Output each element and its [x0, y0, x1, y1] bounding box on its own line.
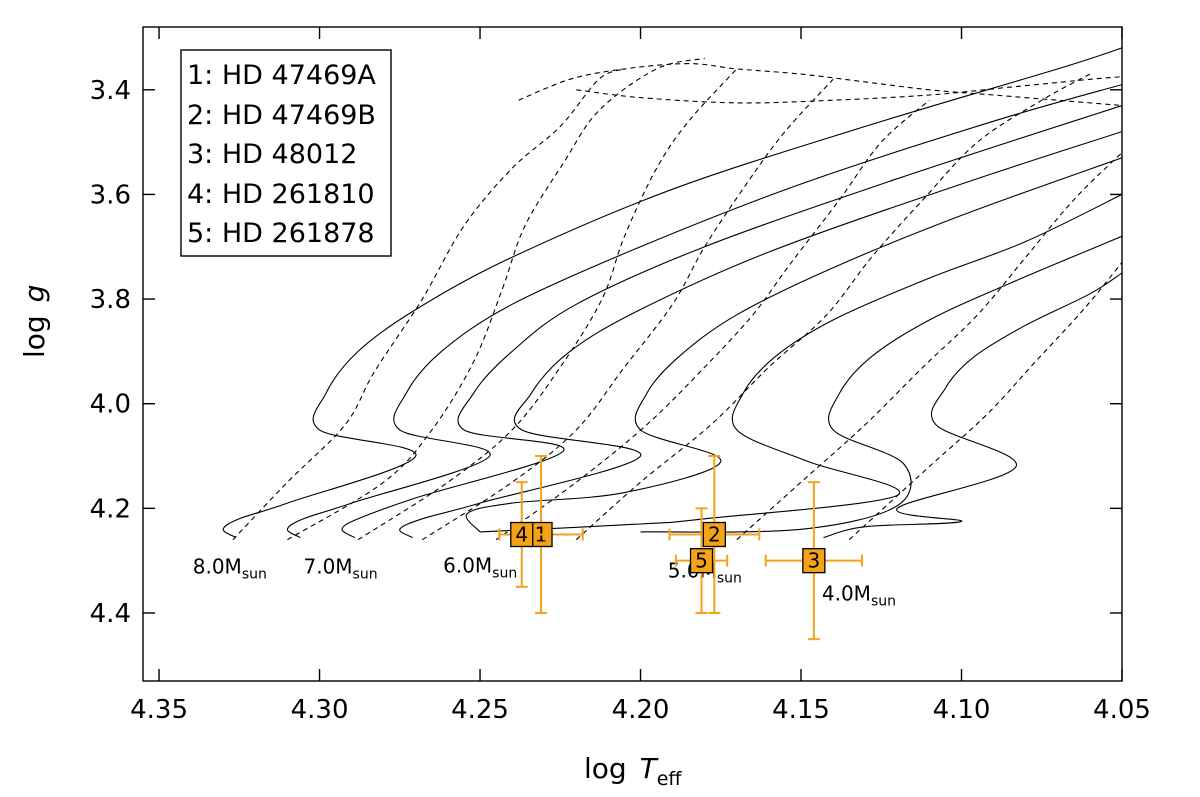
x-tick-label: 4.05 [1093, 695, 1151, 725]
track-4.25msun [640, 235, 1122, 533]
isochrone-group [232, 57, 1122, 541]
star-2: 2 [668, 455, 761, 614]
x-axis-label-italic: T [640, 752, 659, 785]
star-label: 5 [695, 549, 708, 573]
star-marker [689, 548, 714, 574]
legend-item-2: 2: HD 47469B [187, 100, 376, 131]
isochrone-4 [422, 78, 834, 541]
star-3: 3 [764, 481, 864, 641]
track-4.0msun [823, 272, 1122, 539]
x-axis-label-sub: eff [657, 768, 683, 790]
isochrone-3 [357, 68, 738, 541]
plot-frame [142, 26, 1123, 682]
y-tick-label: 3.4 [90, 76, 131, 106]
star-label: 3 [807, 549, 820, 573]
x-tick-label: 4.10 [933, 695, 991, 725]
y-tick-label: 4.0 [90, 390, 131, 420]
x-tick-label: 4.25 [451, 695, 509, 725]
isochrone-1 [232, 68, 625, 541]
track-6.0msun [341, 104, 1122, 539]
track-7.0msun [286, 84, 1122, 539]
y-tick-label: 4.4 [90, 599, 131, 629]
y-tick-label: 4.2 [90, 494, 131, 524]
star-label: 2 [708, 523, 721, 547]
x-tick-label: 4.30 [291, 695, 349, 725]
track-8.0msun [222, 47, 1122, 539]
isochrone-9 [518, 63, 1122, 107]
x-axis: 4.35 4.30 4.25 4.20 4.15 4.10 4.05 [130, 27, 1151, 725]
track-4.5msun [479, 193, 1122, 533]
x-axis-label: log Teff [584, 752, 682, 790]
star-label: 4 [515, 523, 528, 547]
track-group [222, 47, 1122, 539]
x-axis-label-main: log [584, 752, 636, 785]
y-tick-label: 3.6 [90, 180, 131, 210]
mass-label-6.0: 6.0Msun [443, 553, 517, 581]
x-tick-label: 4.20 [612, 695, 670, 725]
isochrone-8 [848, 262, 1122, 541]
isochrone-7 [736, 152, 1122, 541]
track-5.5msun [399, 131, 1122, 539]
isochrone-10 [576, 76, 1122, 104]
y-axis-label-italic: g [18, 285, 51, 303]
y-tick-label: 3.8 [90, 285, 131, 315]
legend: 1: HD 47469A 2: HD 47469B 3: HD 48012 4:… [180, 49, 392, 257]
isochrone-5 [495, 99, 930, 541]
isochrone-2 [287, 57, 705, 541]
star-4: 4 [498, 481, 546, 588]
track-5.0msun [465, 157, 1122, 533]
y-axis-label: log g [18, 285, 51, 358]
star-5: 5 [674, 507, 729, 614]
legend-item-4: 4: HD 261810 [187, 179, 375, 210]
y-axis: 3.4 3.6 3.8 4.0 4.2 4.4 [90, 76, 1122, 629]
star-marker [510, 521, 534, 548]
isochrone-6 [575, 73, 1091, 541]
legend-item-5: 5: HD 261878 [187, 218, 375, 249]
legend-item-1: 1: HD 47469A [187, 60, 376, 91]
star-marker [702, 521, 727, 548]
y-axis-label-main: log [18, 306, 51, 358]
mass-label-7.0: 7.0Msun [303, 554, 377, 582]
x-tick-label: 4.35 [130, 695, 188, 725]
star-marker [802, 548, 826, 574]
mass-label-4.0: 4.0Msun [822, 582, 896, 610]
mass-label-8.0: 8.0Msun [193, 554, 267, 582]
legend-item-3: 3: HD 48012 [187, 139, 357, 170]
legend-box [180, 49, 392, 257]
x-tick-label: 4.15 [772, 695, 830, 725]
